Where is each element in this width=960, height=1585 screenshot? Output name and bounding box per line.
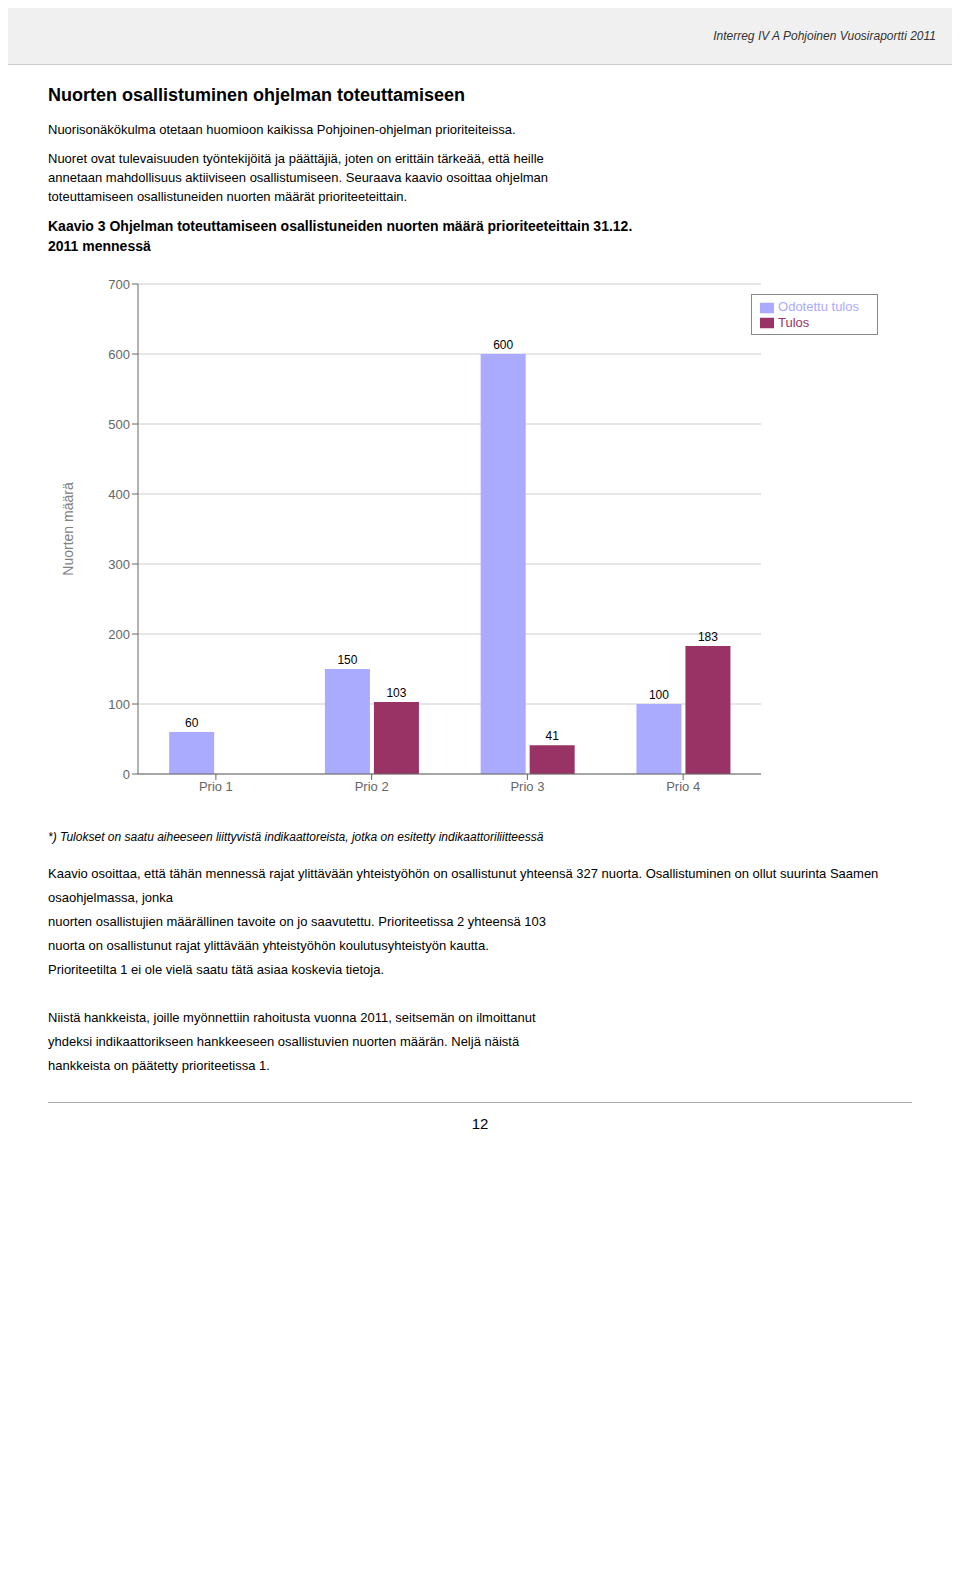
html-text:Kaavio osoittaa, että tähän me: Kaavio osoittaa, että tähän mennessä raj… (48, 866, 879, 905)
svg-text:150: 150 (337, 653, 357, 667)
svg-text:500: 500 (108, 417, 130, 432)
html-text:annetaan mahdollisuus aktiivis: annetaan mahdollisuus aktiiviseen osalli… (48, 170, 549, 185)
svg-text:100: 100 (649, 688, 669, 702)
svg-text:Nuorten määrä: Nuorten määrä (60, 482, 76, 576)
svg-text:Prio 3: Prio 3 (510, 779, 544, 794)
html-text:Nuorten osallistuminen ohjelma: Nuorten osallistuminen ohjelman toteutta… (48, 85, 466, 105)
svg-text:700: 700 (108, 277, 130, 292)
svg-text:200: 200 (108, 627, 130, 642)
html-text:12: 12 (471, 1115, 489, 1132)
svg-text:103: 103 (386, 686, 406, 700)
svg-text:600: 600 (108, 347, 130, 362)
html-text:Kaavio 3 Ohjelman toteuttamise: Kaavio 3 Ohjelman toteuttamiseen osallis… (48, 218, 633, 234)
svg-text:183: 183 (698, 630, 718, 644)
html-text:hankkeista on päätetty priorit: hankkeista on päätetty prioriteetissa 1. (48, 1058, 270, 1073)
svg-text:300: 300 (108, 557, 130, 572)
svg-text:Prio 2: Prio 2 (355, 779, 389, 794)
html-text:Nuorisonäkökulma otetaan huomi: Nuorisonäkökulma otetaan huomioon kaikis… (48, 122, 516, 137)
svg-text:60: 60 (185, 716, 199, 730)
html-text:Interreg IV A Pohjoinen Vuosir: Interreg IV A Pohjoinen Vuosiraportti 20… (713, 29, 936, 43)
html-text:Tulos: Tulos (778, 314, 810, 330)
html-text:toteuttamiseen osallistuneiden: toteuttamiseen osallistuneiden nuorten m… (48, 189, 408, 204)
html-text:Odotettu tulos: Odotettu tulos (778, 299, 859, 314)
svg-text:400: 400 (108, 487, 130, 502)
html-text:nuorten osallistujien määrälli: nuorten osallistujien määrällinen tavoit… (48, 914, 546, 929)
svg-text:41: 41 (545, 729, 559, 743)
html-text:Nuoret ovat tulevaisuuden työn: Nuoret ovat tulevaisuuden työntekijöitä … (48, 151, 544, 166)
svg-text:600: 600 (493, 338, 513, 352)
svg-text:0: 0 (123, 767, 130, 782)
html-text:Prioriteetilta 1 ei ole vielä: Prioriteetilta 1 ei ole vielä saatu tätä… (48, 962, 384, 977)
svg-text:100: 100 (108, 697, 130, 712)
html-text:nuorta on osallistunut rajat y: nuorta on osallistunut rajat ylittävään … (48, 938, 489, 953)
svg-text:Prio 1: Prio 1 (199, 779, 233, 794)
html-text:*) Tulokset on saatu aiheeseen: *) Tulokset on saatu aiheeseen liittyvis… (48, 830, 544, 844)
html-text:yhdeksi indikaattorikseen hank: yhdeksi indikaattorikseen hankkeeseen os… (48, 1034, 520, 1049)
svg-text:Prio 4: Prio 4 (666, 779, 700, 794)
html-text:2011 mennessä: 2011 mennessä (48, 238, 151, 254)
html-text:Niistä hankkeista, joille myön: Niistä hankkeista, joille myönnettiin ra… (48, 1010, 536, 1025)
